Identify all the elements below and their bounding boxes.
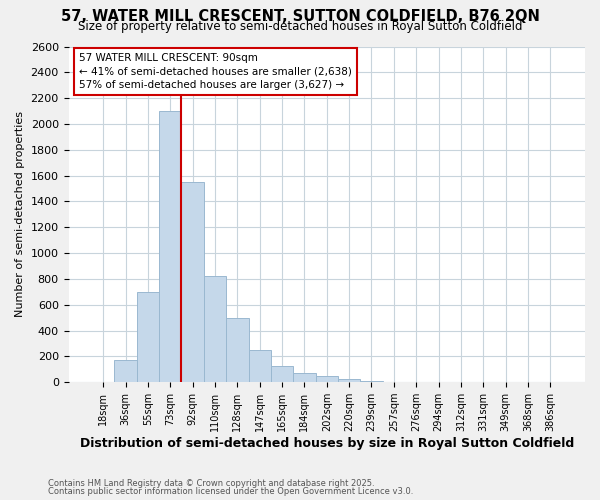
- Bar: [226, 318, 248, 382]
- Bar: [271, 366, 293, 382]
- Text: 57, WATER MILL CRESCENT, SUTTON COLDFIELD, B76 2QN: 57, WATER MILL CRESCENT, SUTTON COLDFIEL…: [61, 9, 539, 24]
- Text: Contains HM Land Registry data © Crown copyright and database right 2025.: Contains HM Land Registry data © Crown c…: [48, 478, 374, 488]
- Bar: [248, 350, 271, 382]
- Y-axis label: Number of semi-detached properties: Number of semi-detached properties: [15, 112, 25, 318]
- Bar: [115, 360, 137, 382]
- Bar: [181, 182, 204, 382]
- Bar: [361, 381, 383, 382]
- Bar: [137, 292, 159, 382]
- Text: Contains public sector information licensed under the Open Government Licence v3: Contains public sector information licen…: [48, 487, 413, 496]
- Text: Size of property relative to semi-detached houses in Royal Sutton Coldfield: Size of property relative to semi-detach…: [78, 20, 522, 33]
- X-axis label: Distribution of semi-detached houses by size in Royal Sutton Coldfield: Distribution of semi-detached houses by …: [80, 437, 574, 450]
- Bar: [293, 372, 316, 382]
- Bar: [204, 276, 226, 382]
- Bar: [316, 376, 338, 382]
- Bar: [338, 379, 361, 382]
- Bar: [159, 111, 181, 382]
- Text: 57 WATER MILL CRESCENT: 90sqm
← 41% of semi-detached houses are smaller (2,638)
: 57 WATER MILL CRESCENT: 90sqm ← 41% of s…: [79, 53, 352, 90]
